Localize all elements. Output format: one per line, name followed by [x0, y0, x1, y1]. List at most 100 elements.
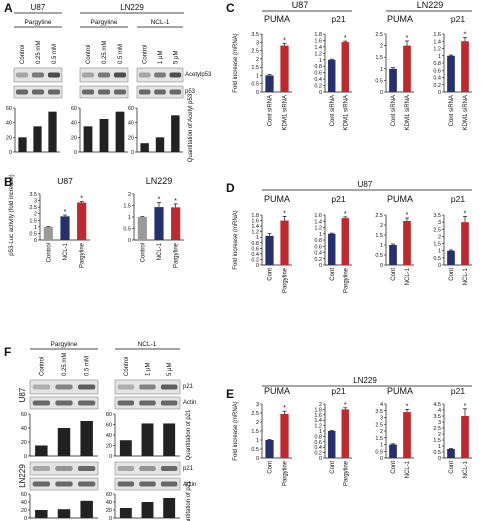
y-tick-label: 1.5 [375, 55, 383, 61]
y-tick-label: 0 [380, 456, 383, 462]
y-tick-label: 1 [128, 215, 131, 221]
group-header: U87 [358, 180, 373, 189]
bar [80, 500, 93, 518]
y-tick-label: 1.2 [314, 226, 322, 232]
bar [43, 226, 53, 240]
bar [389, 68, 397, 92]
y-tick-label: 0 [438, 90, 441, 96]
y-tick-label: 1.6 [314, 38, 322, 44]
y-tick-label: 1.8 [314, 407, 322, 413]
y-tick-label: 3 [256, 40, 259, 46]
blot-band [32, 384, 50, 390]
lane-label: Control [86, 45, 92, 64]
x-tick-label: Cont siRNA [449, 95, 455, 126]
y-tick-label: 4.5 [433, 402, 441, 408]
y-tick-label: 1.6 [433, 32, 441, 38]
y-tick-label: 0 [9, 150, 12, 156]
y-tick-label: 1 [380, 243, 383, 249]
panel-letter: D [226, 181, 235, 195]
y-tick-label: 3.5 [433, 414, 441, 420]
y-tick-label: 40 [21, 426, 27, 432]
blot-band [78, 384, 96, 390]
blot-band [15, 72, 29, 78]
x-tick-label: NCL-1 [405, 460, 411, 478]
bar [447, 449, 455, 458]
x-tick-label: Cont [268, 461, 274, 474]
y-tick-label: 2 [438, 432, 441, 438]
y-tick-label: 3 [256, 402, 259, 408]
y-tick-label: 1.5 [375, 436, 383, 442]
y-tick-label: 0.4 [251, 252, 259, 258]
y-tick-label: 1.4 [433, 39, 441, 45]
y-tick-label: 1.2 [314, 51, 322, 57]
x-tick-label: Cont siRNA [330, 95, 336, 126]
x-tick-label: KDM1 siRNA [405, 95, 411, 130]
y-tick-label: 0 [34, 238, 37, 244]
chart-title: U87 [57, 176, 73, 186]
y-tick-label: 2.5 [375, 422, 383, 428]
lane-label: 0.5 mM [118, 44, 124, 64]
y-tick-label: 60 [21, 412, 27, 418]
bar [57, 428, 71, 456]
y-tick-label: 20 [71, 135, 77, 141]
bar [328, 59, 336, 92]
bar [35, 510, 48, 518]
y-tick-label: 60 [6, 106, 12, 112]
significance: * [344, 35, 347, 42]
y-tick-label: 4 [380, 402, 383, 408]
y-axis-label: p53-Luc activity (fold increase) [9, 174, 15, 255]
x-tick-label: Control [46, 243, 52, 262]
y-tick-label: 1.4 [314, 418, 322, 424]
y-tick-label: 0 [74, 150, 77, 156]
bar [461, 41, 469, 92]
protein-label: p21 [183, 466, 194, 472]
bar [57, 509, 71, 518]
y-tick-label: 1.6 [251, 219, 259, 225]
blot-band [55, 384, 73, 390]
y-tick-label: 3 [438, 420, 441, 426]
chart-title: PUMA [264, 386, 290, 396]
significance: * [64, 209, 67, 216]
blot-band [160, 384, 178, 390]
blot-band [78, 400, 96, 406]
y-tick-label: 0 [256, 456, 259, 462]
y-tick-label: 0 [438, 263, 441, 269]
bar [280, 45, 289, 92]
y-axis-label: Fold increase (mRNA) [233, 210, 239, 269]
y-tick-label: 3 [34, 199, 37, 205]
cell-line: LN229 [120, 3, 144, 12]
lane-label: 1 μM [146, 363, 152, 376]
y-tick-label: 1 [256, 235, 259, 241]
y-tick-label: 0 [319, 90, 322, 96]
y-tick-label: 0 [380, 263, 383, 269]
y-tick-label: 1.4 [314, 219, 322, 225]
x-tick-label: Pargyline [283, 267, 289, 293]
blot [29, 461, 99, 476]
y-tick-label: 3.5 [433, 213, 441, 219]
bar [265, 75, 274, 92]
y-tick-label: 3 [380, 416, 383, 422]
y-tick-label: 0 [128, 238, 131, 244]
group-header: LN229 [417, 0, 444, 10]
y-tick-label: 0 [438, 456, 441, 462]
y-tick-label: 1.5 [251, 65, 259, 71]
y-tick-label: 2 [380, 44, 383, 50]
bar [77, 202, 87, 240]
y-tick-label: 0.5 [433, 450, 441, 456]
blot-band [97, 72, 111, 78]
x-tick-label: NCL-1 [463, 267, 469, 285]
x-tick-label: NCL-1 [405, 267, 411, 285]
bar [154, 207, 164, 240]
blot-band [78, 466, 96, 471]
protein-label: p53 [185, 89, 196, 95]
lane-label: 1 μM [158, 51, 164, 64]
blot-band [47, 72, 61, 78]
y-tick-label: 1 [319, 429, 322, 435]
bar [115, 111, 125, 152]
x-tick-label: Cont [391, 461, 397, 474]
blot-band [160, 466, 178, 471]
significance: * [283, 38, 286, 45]
y-tick-label: 0.8 [314, 64, 322, 70]
x-tick-label: Pargyline [343, 267, 349, 293]
significance: * [464, 210, 467, 217]
